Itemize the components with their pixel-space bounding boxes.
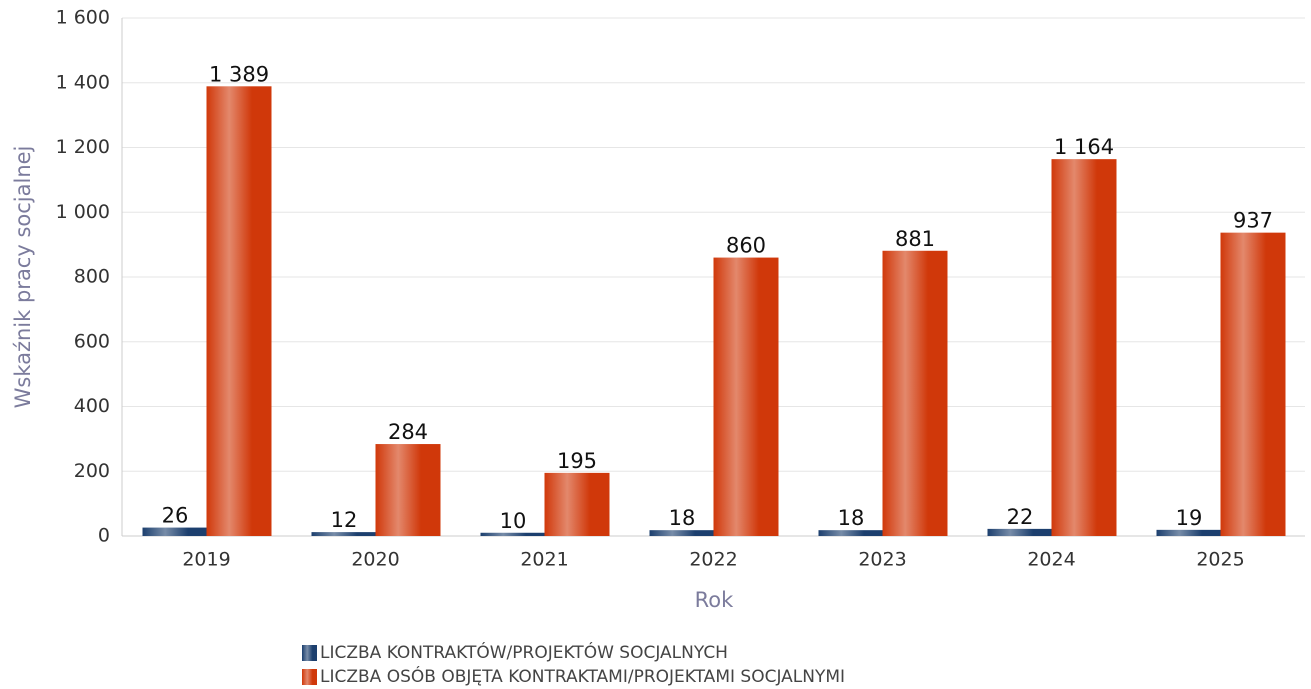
bar (713, 257, 779, 536)
y-tick-label: 1 200 (56, 136, 110, 158)
x-tick-label: 2019 (182, 549, 230, 571)
data-label: 18 (838, 506, 865, 530)
data-label: 22 (1007, 505, 1034, 529)
y-tick-label: 1 400 (56, 71, 110, 93)
bar (206, 86, 272, 536)
bar (1051, 159, 1117, 536)
data-label: 284 (388, 420, 428, 444)
y-tick-label: 400 (74, 395, 110, 417)
x-tick-label: 2021 (520, 549, 568, 571)
bar (375, 444, 441, 536)
data-label: 195 (557, 449, 597, 473)
y-tick-label: 200 (74, 460, 110, 482)
y-axis-title: Wskaźnik pracy socjalnej (11, 146, 35, 409)
y-tick-label: 800 (74, 266, 110, 288)
data-label: 881 (895, 227, 935, 251)
y-tick-label: 0 (98, 525, 110, 547)
legend-swatch (302, 669, 317, 685)
bar (818, 530, 884, 536)
bar (649, 530, 715, 536)
legend-label: LICZBA KONTRAKTÓW/PROJEKTÓW SOCJALNYCH (320, 641, 728, 663)
x-tick-label: 2025 (1196, 549, 1244, 571)
data-label: 18 (669, 506, 696, 530)
bar (1220, 232, 1286, 537)
x-tick-label: 2022 (689, 549, 737, 571)
bar (987, 528, 1053, 536)
x-tick-label: 2020 (351, 549, 399, 571)
x-axis-title: Rok (695, 588, 734, 612)
y-tick-label: 1 000 (56, 201, 110, 223)
legend-swatch (302, 645, 317, 661)
y-tick-label: 600 (74, 330, 110, 352)
data-label: 1 164 (1054, 135, 1114, 159)
data-label: 26 (162, 504, 189, 528)
data-label: 12 (331, 508, 358, 532)
data-label: 1 389 (209, 62, 269, 86)
bar (882, 250, 948, 536)
data-label: 860 (726, 234, 766, 258)
legend-label: LICZBA OSÓB OBJĘTA KONTRAKTAMI/PROJEKTAM… (320, 665, 845, 687)
x-tick-label: 2024 (1027, 549, 1075, 571)
y-tick-label: 1 600 (56, 7, 110, 29)
bar (544, 472, 610, 536)
bar (142, 527, 208, 536)
bar (311, 532, 377, 536)
x-tick-label: 2023 (858, 549, 906, 571)
data-label: 10 (500, 509, 527, 533)
data-label: 937 (1233, 209, 1273, 233)
data-label: 19 (1176, 506, 1203, 530)
bar (1156, 529, 1222, 536)
bar (480, 532, 546, 536)
